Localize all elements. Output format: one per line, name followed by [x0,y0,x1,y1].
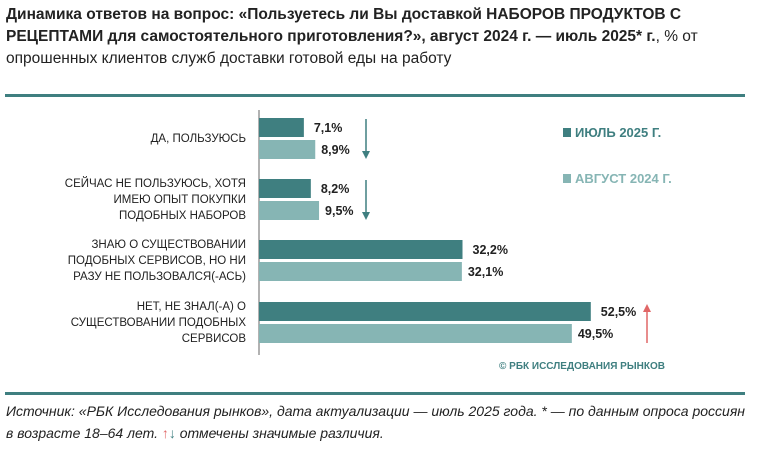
category-label: СЕРВИСОВ [182,333,247,345]
bar [259,179,311,198]
copyright-text: © РБК ИССЛЕДОВАНИЯ РЫНКОВ [499,361,665,372]
legend-swatch [563,128,571,137]
category-label: СУЩЕСТВОВАНИИ ПОДОБНЫХ [71,317,247,329]
bar [259,201,320,220]
category-label: ПОДОБНЫХ НАБОРОВ [119,210,246,222]
arrow-down-icon: ↓ [168,425,176,441]
data-label: 32,1% [468,265,503,279]
bar-chart: ДА, ПОЛЬЗУЮСЬ 7,1% 8,9% СЕЙЧАС НЕ ПОЛЬЗУЮСЬ… [65,110,672,372]
data-label: 49,5% [578,327,613,341]
bar [259,262,462,281]
data-label: 8,9% [321,143,350,157]
legend-swatch [563,174,571,183]
arrow-up-icon: ↑ [161,425,169,441]
category-label: ЗНАЮ О СУЩЕСТВОВАНИИ [91,239,246,251]
bar [259,324,572,343]
category-label: ДА, ПОЛЬЗУЮСЬ [151,133,246,145]
category-label: РАЗУ НЕ ПОЛЬЗОВАЛСЯ(-АСЬ) [73,271,246,283]
footer-note: Источник: «РБК Исследования рынков», дат… [6,400,751,444]
legend-label: АВГУСТ 2024 Г. [575,171,672,186]
data-label: 52,5% [601,305,636,319]
arrow-down-icon [362,212,370,220]
data-label: 8,2% [321,182,350,196]
category-label: ИМЕЮ ОПЫТ ПОКУПКИ [113,194,246,206]
divider-bottom [5,392,745,395]
divider-top [5,94,745,97]
footer-tail: отмечены значимые различия. [175,425,384,441]
category-label: НЕТ, НЕ ЗНАЛ(-А) О [137,301,246,313]
arrow-down-icon [362,151,370,159]
category-label: СЕЙЧАС НЕ ПОЛЬЗУЮСЬ, ХОТЯ [65,177,246,190]
legend-label: ИЮЛЬ 2025 Г. [575,125,661,140]
category-label: ПОДОБНЫХ СЕРВИСОВ, НО НИ [68,255,246,267]
data-label: 9,5% [325,204,354,218]
data-label: 32,2% [473,243,508,257]
chart-title: Динамика ответов на вопрос: «Пользуетесь… [6,4,751,70]
title-rest: , % от опрошенных клиентов служб доставк… [6,28,698,67]
data-label: 7,1% [314,121,343,135]
bar [259,140,316,159]
title-bold: Динамика ответов на вопрос: «Пользуетесь… [6,6,682,45]
bar [259,118,304,137]
bar [259,302,591,321]
footer-text: Источник: «РБК Исследования рынков», дат… [6,403,745,441]
bar [259,240,463,259]
arrow-up-icon [643,304,651,312]
